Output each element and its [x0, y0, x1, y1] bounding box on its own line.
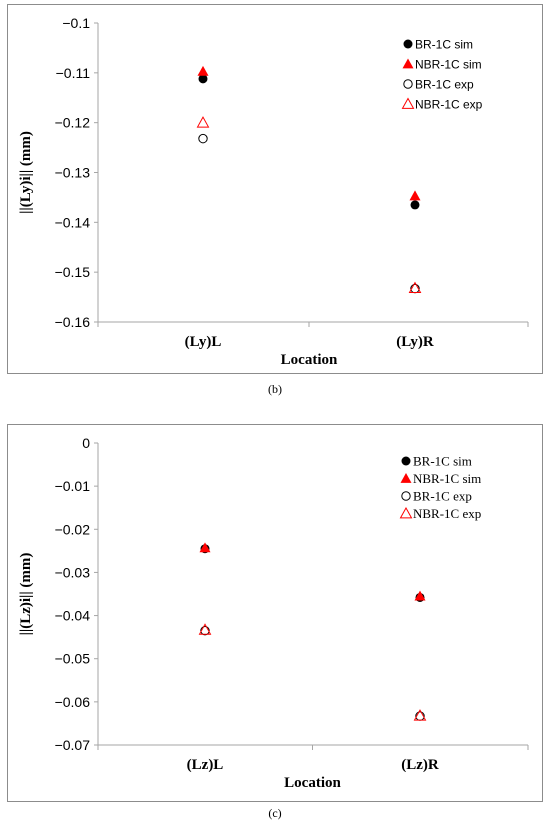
y-tick-label: −0.14 — [55, 214, 91, 230]
y-tick-label: −0.06 — [55, 694, 91, 710]
legend-label: NBR-1C sim — [415, 58, 482, 72]
legend-marker — [403, 79, 413, 89]
chart-panel-c: 0 −0.01 −0.02 −0.03 −0.04 −0.05 −0.06 −0.07 (Lz)… — [7, 424, 543, 802]
x-category-label: (Ly)L — [185, 334, 222, 350]
y-axis-label: ||(Ly)i|| (mm) — [18, 131, 34, 214]
data-point — [196, 116, 210, 128]
y-tick-label: −0.01 — [55, 478, 91, 494]
legend-label: BR-1C sim — [413, 454, 472, 469]
chart-c: 0 −0.01 −0.02 −0.03 −0.04 −0.05 −0.06 −0.07 (Lz)… — [18, 435, 529, 791]
legend-label: BR-1C exp — [415, 78, 474, 92]
chart-b: −0.1 −0.11 −0.12 −0.13 −0.14 −0.15 −0.16 (Ly)L (… — [18, 15, 529, 368]
x-axis-label: Location — [281, 352, 338, 368]
y-tick-label: −0.11 — [56, 65, 91, 81]
y-tick-label: −0.04 — [55, 608, 91, 624]
data-point — [198, 74, 208, 84]
data-point — [199, 542, 211, 553]
legend-label: NBR-1C exp — [413, 506, 481, 521]
data-point — [410, 200, 420, 210]
legend-marker — [402, 58, 414, 69]
data-point — [414, 590, 426, 601]
caption-b: (b) — [268, 382, 282, 396]
x-axis-label: Location — [284, 775, 341, 791]
y-tick-label: −0.15 — [55, 264, 91, 280]
legend-label: BR-1C sim — [415, 38, 473, 52]
x-category-label: (Lz)L — [187, 757, 224, 773]
caption-c: (c) — [268, 806, 282, 820]
data-point — [409, 190, 421, 201]
y-tick-label: −0.05 — [55, 651, 91, 667]
data-point — [197, 65, 209, 76]
data-point — [408, 281, 422, 294]
legend-marker — [403, 39, 413, 49]
data-point — [198, 623, 212, 635]
y-tick-label: −0.16 — [55, 314, 91, 330]
data-point — [413, 709, 427, 721]
y-tick-label: −0.03 — [55, 564, 91, 580]
y-tick-label: −0.02 — [55, 521, 91, 537]
data-point — [200, 625, 210, 636]
legend-marker — [401, 491, 411, 501]
legend-marker — [401, 456, 411, 466]
y-tick-label: −0.12 — [55, 115, 91, 131]
y-tick-label: −0.07 — [55, 737, 91, 753]
legend-label: BR-1C exp — [413, 489, 472, 504]
legend-marker — [400, 473, 412, 483]
legend-marker — [401, 97, 415, 109]
y-tick-label: −0.13 — [55, 165, 91, 181]
x-category-label: (Lz)R — [401, 757, 439, 773]
y-tick-label: 0 — [82, 435, 90, 451]
y-axis-label: ||(Lz)i|| (mm) — [18, 553, 34, 636]
data-point — [198, 133, 208, 144]
legend-label: NBR-1C exp — [415, 98, 483, 112]
x-category-label: (Ly)R — [396, 334, 434, 350]
legend-label: NBR-1C sim — [413, 471, 481, 486]
chart-panel-b: −0.1 −0.11 −0.12 −0.13 −0.14 −0.15 −0.16 (Ly)L (… — [7, 4, 543, 374]
legend-marker — [399, 506, 413, 519]
y-tick-label: −0.1 — [62, 15, 90, 31]
